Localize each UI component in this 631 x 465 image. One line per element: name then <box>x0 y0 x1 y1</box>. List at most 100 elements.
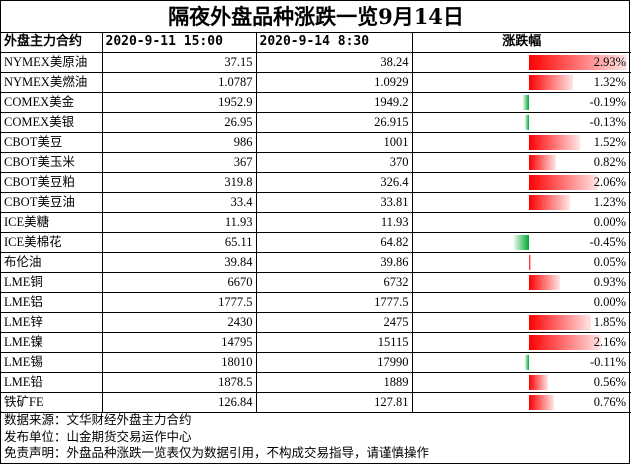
header-date-prev: 2020-9-11 15:00 <box>101 33 257 53</box>
change-percent: 0.82% <box>593 154 626 169</box>
prev-price: 1777.5 <box>101 291 257 313</box>
prev-price: 39.84 <box>101 251 257 273</box>
curr-price: 2475 <box>255 311 413 333</box>
contract-name: COMEX美银 <box>1 111 103 133</box>
change-bar-up <box>528 134 580 150</box>
change-bar-up <box>528 74 573 90</box>
change-cell: 2.16% <box>411 331 631 353</box>
table-row: LME锡 18010 17990 -0.11% <box>1 351 631 373</box>
prev-price: 367 <box>101 151 257 173</box>
table-row: ICE美棉花 65.11 64.82 -0.45% <box>1 231 631 253</box>
table-row: CBOT美豆 986 1001 1.52% <box>1 131 631 153</box>
table-row: LME铅 1878.5 1889 0.56% <box>1 371 631 393</box>
change-percent: 0.00% <box>593 214 626 229</box>
change-percent: 2.93% <box>593 54 626 69</box>
curr-price: 370 <box>255 151 413 173</box>
change-percent: 1.23% <box>593 194 626 209</box>
change-percent: 0.93% <box>593 274 626 289</box>
change-bar-up <box>528 314 591 330</box>
curr-price: 1777.5 <box>255 291 413 313</box>
curr-price: 1949.2 <box>255 91 413 113</box>
curr-price: 39.86 <box>255 251 413 273</box>
change-bar-up <box>528 334 601 350</box>
prev-price: 2430 <box>101 311 257 333</box>
table-row: LME锌 2430 2475 1.85% <box>1 311 631 333</box>
table-header-row: 外盘主力合约 2020-9-11 15:00 2020-9-14 8:30 涨跌… <box>1 33 631 53</box>
change-bar-up <box>528 54 627 70</box>
price-table: 外盘主力合约 2020-9-11 15:00 2020-9-14 8:30 涨跌… <box>1 33 631 413</box>
change-bar-down <box>522 94 529 110</box>
prev-price: 11.93 <box>101 211 257 233</box>
curr-price: 26.915 <box>255 111 413 133</box>
contract-name: COMEX美金 <box>1 91 103 113</box>
prev-price: 6670 <box>101 271 257 293</box>
contract-name: NYMEX美原油 <box>1 52 103 73</box>
contract-name: 铁矿FE <box>1 391 103 413</box>
curr-price: 1889 <box>255 371 413 393</box>
change-bar-up <box>528 274 560 290</box>
change-bar-up <box>528 194 570 210</box>
change-percent: 0.56% <box>593 374 626 389</box>
footer-publisher: 发布单位：山金期货交易运作中心 <box>4 428 192 444</box>
change-cell: 0.00% <box>411 291 631 313</box>
prev-price: 319.8 <box>101 171 257 193</box>
change-cell: -0.45% <box>411 231 631 253</box>
curr-price: 33.81 <box>255 191 413 213</box>
table-row: LME铝 1777.5 1777.5 0.00% <box>1 291 631 313</box>
change-percent: 2.06% <box>593 174 626 189</box>
prev-price: 65.11 <box>101 231 257 253</box>
curr-price: 326.4 <box>255 171 413 193</box>
contract-name: LME镍 <box>1 331 103 353</box>
change-bar-down <box>524 114 529 130</box>
change-percent: 2.16% <box>593 334 626 349</box>
table-row: 布伦油 39.84 39.86 0.05% <box>1 251 631 273</box>
footer-source: 数据来源：文华财经外盘主力合约 <box>4 412 192 427</box>
change-cell: 2.06% <box>411 171 631 193</box>
change-cell: 1.85% <box>411 311 631 333</box>
change-cell: 1.52% <box>411 131 631 153</box>
contract-name: LME锌 <box>1 311 103 333</box>
header-change: 涨跌幅 <box>411 33 631 53</box>
change-bar-down <box>513 234 529 250</box>
change-percent: -0.19% <box>589 94 626 109</box>
change-bar-up <box>528 154 556 170</box>
prev-price: 986 <box>101 131 257 153</box>
change-cell: -0.19% <box>411 91 631 113</box>
contract-name: LME铝 <box>1 291 103 313</box>
change-cell: 1.32% <box>411 71 631 93</box>
table-row: COMEX美银 26.95 26.915 -0.13% <box>1 111 631 133</box>
contract-name: CBOT美豆油 <box>1 191 103 213</box>
change-bar-up <box>528 374 548 390</box>
table-body: NYMEX美原油 37.15 38.24 2.93% NYMEX美燃油 1.0787 1.0… <box>1 52 631 413</box>
change-cell: 0.82% <box>411 151 631 173</box>
table-row: ICE美糖 11.93 11.93 0.00% <box>1 211 631 233</box>
table-row: 铁矿FE 126.84 127.81 0.76% <box>1 391 631 413</box>
change-cell: 0.00% <box>411 211 631 233</box>
change-percent: 0.05% <box>593 254 626 269</box>
footer-notes: 数据来源：文华财经外盘主力合约 发布单位：山金期货交易运作中心 免责声明：外盘品… <box>4 412 429 462</box>
contract-name: CBOT美玉米 <box>1 151 103 173</box>
curr-price: 64.82 <box>255 231 413 253</box>
curr-price: 1.0929 <box>255 71 413 93</box>
change-percent: 1.32% <box>593 74 626 89</box>
table-row: NYMEX美原油 37.15 38.24 2.93% <box>1 52 631 73</box>
curr-price: 15115 <box>255 331 413 353</box>
change-percent: 0.76% <box>593 394 626 409</box>
change-percent: -0.11% <box>590 354 626 369</box>
curr-price: 1001 <box>255 131 413 153</box>
change-percent: -0.45% <box>589 234 626 249</box>
prev-price: 26.95 <box>101 111 257 133</box>
curr-price: 127.81 <box>255 391 413 413</box>
change-percent: 1.85% <box>593 314 626 329</box>
curr-price: 11.93 <box>255 211 413 233</box>
prev-price: 1.0787 <box>101 71 257 93</box>
contract-name: ICE美糖 <box>1 211 103 233</box>
change-percent: 0.00% <box>593 294 626 309</box>
curr-price: 38.24 <box>255 52 413 73</box>
prev-price: 33.4 <box>101 191 257 213</box>
contract-name: 布伦油 <box>1 251 103 273</box>
change-cell: 0.76% <box>411 391 631 413</box>
change-bar-up <box>528 254 531 270</box>
change-cell: -0.13% <box>411 111 631 133</box>
